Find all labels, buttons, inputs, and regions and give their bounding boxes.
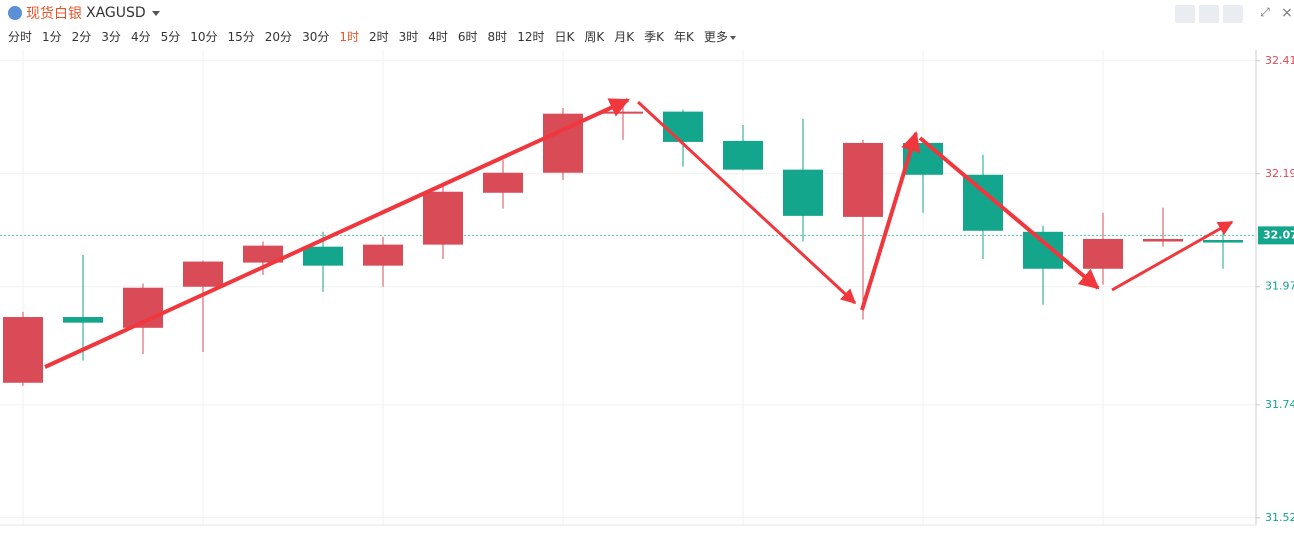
arrow xyxy=(1111,220,1234,292)
candle-body xyxy=(1143,238,1183,242)
interval-tab[interactable]: 分时 xyxy=(8,30,33,44)
candle-tool-button[interactable] xyxy=(1223,5,1243,23)
interval-tab[interactable]: 15分 xyxy=(227,30,255,44)
arrow xyxy=(44,98,630,369)
interval-tab[interactable]: 3时 xyxy=(398,30,419,44)
arrow xyxy=(860,131,921,311)
y-tick-label: 32.41 xyxy=(1265,54,1294,67)
y-tick-label: 31.97 xyxy=(1265,280,1294,293)
interval-tab[interactable]: 1分 xyxy=(42,30,62,44)
interval-tab[interactable]: 周K xyxy=(584,30,605,44)
symbol-selector[interactable]: 现货白银 XAGUSD xyxy=(8,3,160,23)
expand-button[interactable]: ⤢ xyxy=(1260,5,1270,19)
interval-tab[interactable]: 月K xyxy=(614,30,635,44)
symbol-name: 现货白银 xyxy=(26,6,82,22)
candle-body xyxy=(483,172,523,193)
candle-body xyxy=(843,142,883,217)
candle-body xyxy=(243,245,283,263)
dropdown-caret xyxy=(151,10,160,16)
interval-tab[interactable]: 1时 xyxy=(339,30,359,44)
candle-body xyxy=(303,246,343,266)
candle-body xyxy=(63,317,103,323)
draw-tool-button[interactable] xyxy=(1199,5,1219,23)
interval-tab[interactable]: 2时 xyxy=(368,30,389,44)
interval-tab[interactable]: 季K xyxy=(644,30,664,44)
candle-body xyxy=(1203,240,1243,243)
last-price-label: 32.07 xyxy=(1263,228,1294,241)
grid xyxy=(0,50,1256,525)
symbol-icon xyxy=(8,6,22,20)
annotation-arrows xyxy=(44,98,1234,369)
interval-tab[interactable]: 年K xyxy=(673,30,694,44)
candle-body xyxy=(423,191,463,245)
price-axis: 32.41 32.19 31.97 31.74 31.52 32.07 xyxy=(1256,54,1294,524)
last-price-box xyxy=(1258,226,1294,245)
interval-tab[interactable]: 2分 xyxy=(71,30,92,44)
interval-tab[interactable]: 12时 xyxy=(517,30,545,44)
candle-body xyxy=(723,140,763,170)
interval-tab[interactable]: 20分 xyxy=(264,30,293,44)
candle-body xyxy=(1083,238,1123,269)
candle-body xyxy=(783,169,823,216)
candle-body xyxy=(603,111,643,114)
interval-tab[interactable]: 4分 xyxy=(130,30,151,44)
interval-tab[interactable]: 30分 xyxy=(302,30,330,44)
interval-tab[interactable]: 更多 xyxy=(704,28,736,45)
interval-tab[interactable]: 5分 xyxy=(160,30,181,44)
line-tool-button[interactable] xyxy=(1175,5,1195,23)
y-tick-label: 31.52 xyxy=(1265,511,1294,524)
candle-body xyxy=(183,261,223,287)
y-tick-label: 31.74 xyxy=(1265,398,1294,411)
interval-tab[interactable]: 日K xyxy=(554,30,575,44)
candle-body xyxy=(1023,231,1063,269)
symbol-code: XAGUSD xyxy=(86,5,146,21)
interval-tab[interactable]: 4时 xyxy=(428,30,448,44)
candle-body xyxy=(363,244,403,266)
interval-tab[interactable]: 6时 xyxy=(457,30,478,44)
y-tick-label: 32.19 xyxy=(1265,167,1294,180)
candle-body xyxy=(3,317,43,383)
arrow xyxy=(918,136,1100,290)
candles xyxy=(3,99,1243,386)
arrow xyxy=(636,100,857,305)
interval-tab[interactable]: 10分 xyxy=(190,30,218,44)
interval-bar: 分时 1分 2分 3分 4分 5分 10分 15分 20分 30分 1时 2时 3时 4时 6时 8时 12时日… xyxy=(8,28,746,45)
close-button[interactable]: × xyxy=(1281,5,1293,21)
interval-tab[interactable]: 8时 xyxy=(487,30,508,44)
interval-tab[interactable]: 3分 xyxy=(101,30,121,44)
candle-body xyxy=(663,111,703,142)
toolbar: 现货白银 XAGUSD 分时 1分 2分 3分 4分 5分 10分 15分 20分 30分 1时 2时… xyxy=(0,0,1294,50)
